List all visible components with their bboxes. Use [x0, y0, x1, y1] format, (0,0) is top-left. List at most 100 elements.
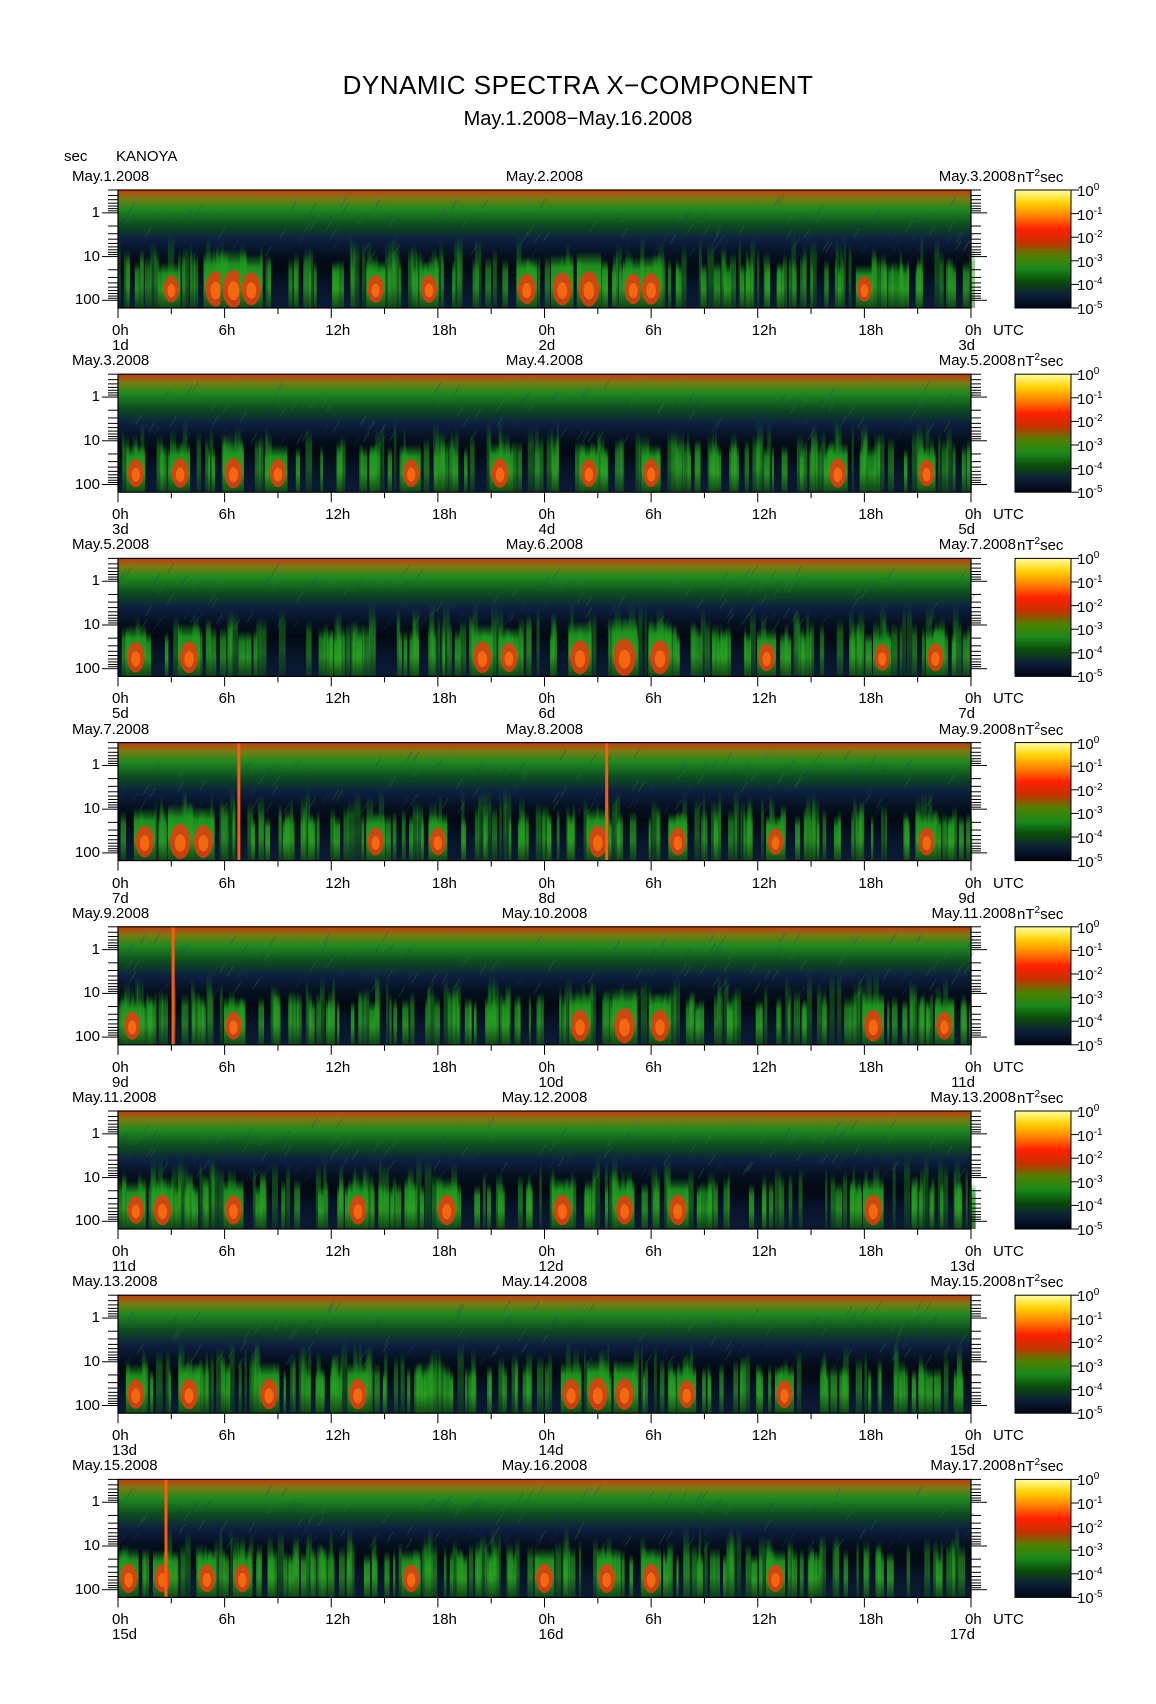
activity-column: [492, 994, 499, 1045]
texture-streak: [736, 383, 743, 394]
texture-streak: [386, 1531, 394, 1542]
texture-streak: [774, 947, 781, 958]
texture-streak: [715, 417, 723, 428]
texture-streak: [533, 232, 541, 244]
x-axis-ticks: [117, 492, 972, 503]
texture-streak: [491, 1345, 499, 1356]
activity-column: [595, 1154, 601, 1229]
texture-streak: [580, 1300, 588, 1312]
texture-streak: [190, 566, 198, 577]
texture-streak: [435, 601, 443, 613]
texture-streak: [724, 1505, 732, 1516]
texture-streak: [678, 762, 686, 773]
activity-column: [757, 247, 760, 308]
texture-streak: [687, 1321, 695, 1332]
texture-streak: [820, 405, 828, 417]
activity-column: [514, 1537, 520, 1598]
activity-column: [363, 1553, 370, 1598]
day-label: 7d: [112, 889, 129, 907]
burst-peak: [210, 281, 222, 300]
activity-column: [264, 448, 269, 493]
texture-streak: [297, 1512, 305, 1524]
activity-column: [953, 620, 957, 677]
activity-column: [484, 1541, 489, 1598]
texture-streak: [680, 1122, 687, 1133]
texture-streak: [795, 566, 802, 577]
activity-column: [751, 1553, 758, 1598]
activity-column: [864, 1351, 867, 1414]
texture-streak: [384, 216, 391, 227]
texture-streak: [912, 776, 920, 788]
texture-streak: [293, 1165, 301, 1177]
texture-streak: [745, 1161, 753, 1172]
activity-column: [848, 997, 852, 1045]
activity-column: [745, 1351, 750, 1414]
activity-column: [931, 1174, 935, 1229]
texture-streak: [715, 236, 723, 247]
activity-column: [452, 1539, 458, 1598]
activity-column: [526, 1366, 532, 1414]
activity-column: [629, 810, 637, 861]
texture-streak: [726, 606, 734, 618]
colorbar-tick-exponent: -4: [1093, 644, 1103, 656]
texture-streak: [218, 615, 226, 626]
activity-column: [121, 626, 125, 677]
activity-column: [848, 243, 852, 308]
activity-column: [661, 254, 666, 308]
activity-column: [924, 1536, 931, 1598]
activity-column: [386, 979, 389, 1045]
y-unit-label: sec: [64, 148, 88, 165]
texture-streak: [620, 199, 628, 210]
activity-column: [716, 632, 724, 677]
activity-column: [526, 1180, 531, 1229]
texture-streak: [694, 1302, 702, 1314]
activity-column: [409, 814, 414, 861]
x-axis-ticks: [117, 1044, 972, 1055]
texture-streak: [647, 1490, 655, 1501]
activity-column: [759, 1550, 763, 1598]
spectrogram-panel-6: [102, 1110, 1079, 1239]
day-label: 1d: [112, 337, 129, 354]
activity-column: [154, 802, 158, 861]
texture-streak: [818, 1116, 826, 1127]
texture-streak: [460, 1146, 468, 1158]
texture-streak: [753, 982, 761, 994]
texture-streak: [549, 1141, 557, 1153]
texture-streak: [769, 612, 777, 623]
activity-column: [614, 439, 619, 493]
colorbar-unit-exponent: 2: [1034, 536, 1041, 548]
texture-streak: [360, 417, 368, 429]
texture-streak: [591, 411, 599, 423]
activity-column: [899, 621, 903, 677]
texture-streak: [332, 201, 340, 213]
activity-column: [470, 433, 475, 493]
texture-streak: [508, 612, 516, 623]
colorbar-tick-exponent: -5: [1093, 300, 1103, 311]
burst-peak: [833, 467, 843, 483]
texture-streak: [542, 576, 549, 588]
texture-streak: [132, 1530, 140, 1542]
panel-date-left: May.3.2008: [72, 352, 150, 370]
texture-streak: [475, 1530, 483, 1541]
colorbar-tick-exponent: -4: [1093, 1381, 1103, 1393]
activity-column: [216, 1346, 223, 1414]
burst-peak: [407, 1573, 416, 1588]
texture-streak: [242, 1141, 250, 1153]
texture-streak: [246, 1514, 254, 1526]
texture-streak: [271, 577, 279, 589]
texture-streak: [439, 1486, 446, 1498]
activity-column: [346, 623, 351, 677]
texture-streak: [169, 416, 177, 427]
x-tick-label: 18h: [431, 874, 457, 892]
activity-column: [878, 431, 885, 493]
activity-column: [144, 254, 152, 308]
activity-column: [793, 259, 797, 308]
texture-streak: [292, 1524, 300, 1535]
texture-streak: [321, 940, 329, 952]
texture-streak: [219, 202, 227, 214]
x-tick-label: 18h: [431, 1243, 457, 1260]
activity-column: [874, 255, 881, 308]
texture-streak: [495, 1514, 503, 1525]
texture-streak: [836, 1159, 843, 1170]
texture-streak: [968, 593, 976, 605]
